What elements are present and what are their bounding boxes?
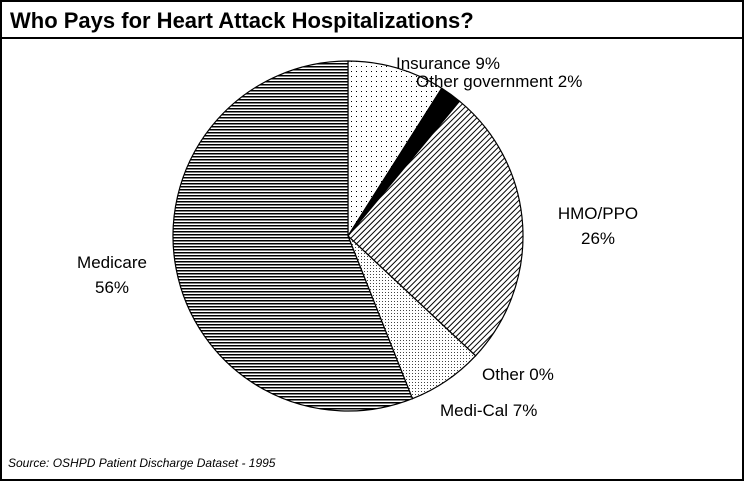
slice-name: Insurance bbox=[396, 54, 471, 73]
source-note: Source: OSHPD Patient Discharge Dataset … bbox=[8, 456, 276, 470]
labels: Insurance 9%Other government 2% HMO/PPO 26… bbox=[77, 54, 638, 420]
slice-name: Medi-Cal bbox=[440, 401, 508, 420]
slice-value: 7% bbox=[513, 401, 538, 420]
pie-slice bbox=[347, 60, 443, 239]
slice-value: 9% bbox=[475, 54, 500, 73]
slice-value: 0% bbox=[529, 365, 554, 384]
slice-label: Medi-Cal 7% bbox=[440, 401, 537, 420]
pie-slice bbox=[172, 60, 414, 412]
slice-label: Other government 2% bbox=[416, 72, 582, 91]
slice-value: 56% bbox=[95, 278, 129, 297]
slice-value: 2% bbox=[558, 72, 583, 91]
slice-value: 26% bbox=[581, 229, 615, 248]
slice-label: Other 0% bbox=[482, 365, 554, 384]
slice-label: Insurance 9% bbox=[396, 54, 500, 73]
slice-label: Medicare 56% bbox=[77, 253, 147, 297]
slice-name: Medicare bbox=[77, 253, 147, 272]
chart-title: Who Pays for Heart Attack Hospitalizatio… bbox=[10, 8, 474, 33]
slice-label: HMO/PPO 26% bbox=[558, 204, 638, 248]
slice-name: Other bbox=[482, 365, 525, 384]
pie bbox=[172, 60, 524, 412]
slice-name: HMO/PPO bbox=[558, 204, 638, 223]
slice-name: Other government bbox=[416, 72, 553, 91]
pie-slice bbox=[347, 100, 524, 357]
